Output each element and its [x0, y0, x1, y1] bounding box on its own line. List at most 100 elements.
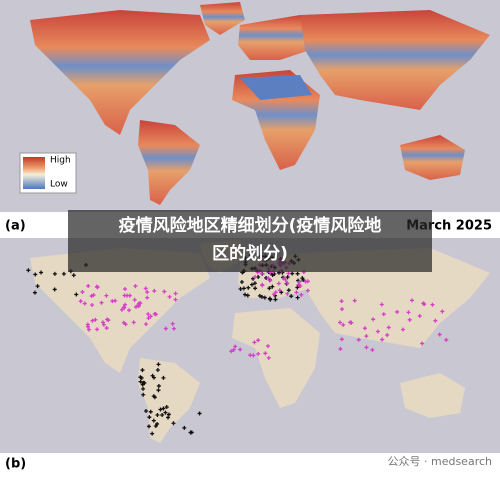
- case-marker: [151, 394, 156, 399]
- case-marker: [90, 318, 95, 323]
- case-marker: [440, 309, 445, 314]
- case-marker: [286, 288, 291, 293]
- case-marker: [95, 327, 100, 332]
- case-marker: [33, 272, 38, 277]
- case-marker: [26, 268, 31, 273]
- case-marker: [148, 409, 153, 414]
- case-marker: [252, 340, 257, 345]
- case-marker: [253, 286, 258, 291]
- case-marker: [86, 283, 91, 288]
- case-marker: [145, 295, 150, 300]
- case-marker: [279, 290, 284, 295]
- case-marker: [364, 345, 369, 350]
- case-marker: [251, 353, 256, 358]
- case-marker: [144, 408, 149, 413]
- case-marker: [289, 294, 294, 299]
- case-marker: [39, 270, 44, 275]
- case-marker: [370, 347, 375, 352]
- case-marker: [161, 375, 166, 380]
- case-marker: [105, 317, 110, 322]
- legend-low: Low: [50, 180, 68, 190]
- case-marker: [101, 322, 106, 327]
- case-marker: [305, 279, 310, 284]
- case-marker: [266, 276, 271, 281]
- case-marker: [155, 421, 160, 426]
- case-marker: [262, 295, 267, 300]
- case-marker: [295, 285, 300, 290]
- case-marker: [156, 362, 161, 367]
- case-marker: [339, 307, 344, 312]
- case-marker: [268, 278, 273, 283]
- case-marker: [238, 347, 243, 352]
- case-marker: [89, 293, 94, 298]
- case-marker: [277, 288, 282, 293]
- case-marker: [133, 284, 138, 289]
- case-marker: [257, 293, 262, 298]
- case-marker: [285, 291, 290, 296]
- case-marker: [123, 302, 128, 307]
- case-marker: [295, 295, 300, 300]
- case-marker: [433, 318, 438, 323]
- case-marker: [233, 344, 238, 349]
- case-marker: [395, 309, 400, 314]
- overlay-title-line: 区的划分): [212, 243, 288, 264]
- case-marker: [160, 412, 165, 417]
- case-marker: [229, 349, 234, 354]
- case-marker: [100, 320, 105, 325]
- case-marker: [380, 337, 385, 342]
- case-marker: [189, 430, 194, 435]
- case-marker: [163, 326, 168, 331]
- overlay-title-line: 疫情风险地区精细划分(疫情风险地: [119, 215, 382, 236]
- case-marker: [385, 333, 390, 338]
- case-marker: [171, 421, 176, 426]
- case-marker: [305, 288, 310, 293]
- case-marker: [371, 317, 376, 322]
- case-marker: [123, 322, 128, 327]
- case-marker: [164, 405, 169, 410]
- case-marker: [78, 299, 83, 304]
- case-marker: [35, 284, 40, 289]
- case-marker: [362, 326, 367, 331]
- case-marker: [167, 294, 172, 299]
- case-marker: [104, 293, 109, 298]
- sahara-low-risk: [240, 75, 312, 100]
- case-marker: [386, 325, 391, 330]
- case-marker: [401, 327, 406, 332]
- case-marker: [123, 287, 128, 292]
- case-marker: [259, 294, 264, 299]
- panel-a-label: (a): [5, 219, 26, 234]
- case-marker: [407, 317, 412, 322]
- case-marker: [161, 406, 166, 411]
- case-marker: [143, 286, 148, 291]
- case-marker: [166, 415, 171, 420]
- case-marker: [146, 312, 151, 317]
- case-marker: [155, 368, 160, 373]
- case-marker: [153, 424, 158, 429]
- case-marker: [93, 317, 98, 322]
- case-marker: [166, 412, 171, 417]
- case-marker: [156, 383, 161, 388]
- case-marker: [339, 299, 344, 304]
- case-marker: [290, 271, 295, 276]
- case-marker: [364, 334, 369, 339]
- case-marker: [150, 431, 155, 436]
- case-marker: [430, 302, 435, 307]
- case-marker: [152, 311, 157, 316]
- case-marker: [136, 304, 141, 309]
- case-marker: [171, 326, 176, 331]
- case-marker: [61, 271, 66, 276]
- case-marker: [259, 271, 264, 276]
- case-marker: [356, 337, 361, 342]
- case-marker: [173, 297, 178, 302]
- case-marker: [338, 346, 343, 351]
- case-marker: [140, 368, 145, 373]
- case-marker: [249, 282, 254, 287]
- case-marker: [252, 281, 257, 286]
- case-marker: [147, 415, 152, 420]
- case-marker: [381, 312, 386, 317]
- case-marker: [339, 337, 344, 342]
- case-marker: [298, 284, 303, 289]
- case-marker: [420, 341, 425, 346]
- case-marker: [134, 304, 139, 309]
